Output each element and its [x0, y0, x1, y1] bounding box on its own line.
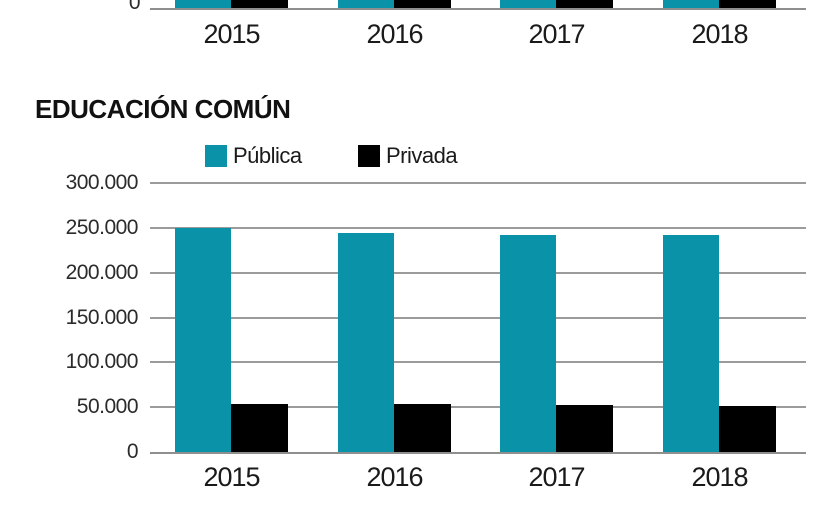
- bar-pública-2018: [663, 235, 719, 452]
- x-tick-label-2015: 2015: [203, 462, 260, 492]
- gridline-150.000: [150, 316, 806, 319]
- y-tick-label: 200.000: [65, 260, 139, 284]
- gridline-300.000: [150, 182, 806, 184]
- chart-legend: Pública Privada: [0, 145, 840, 169]
- y-tick-label: 0: [126, 440, 139, 463]
- y-tick-label: 250.000: [65, 215, 139, 239]
- bar-privada-2015: [231, 404, 288, 452]
- plot-area: [150, 0, 806, 10]
- chart-title: EDUCACIÓN COMÚN: [35, 94, 291, 124]
- bar-privada-2018: [719, 406, 776, 452]
- bar-privada-2015: [231, 0, 288, 8]
- x-tick-label-2016: 2016: [366, 19, 423, 49]
- bar-pública-2015: [175, 0, 231, 8]
- bar-privada-2018: [719, 0, 776, 8]
- gridline-200.000: [150, 271, 806, 274]
- top-chart-cropped: 0 2015 2016 2017 2018: [0, 0, 840, 60]
- x-tick-label-2015: 2015: [203, 19, 260, 49]
- y-tick-label: 100.000: [65, 350, 139, 374]
- bar-pública-2015: [175, 227, 231, 452]
- bar-pública-2017: [500, 235, 556, 452]
- privada-swatch-icon: [358, 145, 380, 167]
- x-tick-label-2018: 2018: [691, 19, 748, 49]
- x-tick-label-2017: 2017: [528, 19, 585, 49]
- publica-swatch-icon: [205, 145, 227, 167]
- bar-pública-2016: [338, 0, 394, 8]
- x-tick-label-2018: 2018: [691, 462, 748, 492]
- y-tick-label: 300.000: [65, 171, 139, 194]
- y-axis-zero-label: 0: [128, 0, 141, 14]
- legend-label-publica: Pública: [233, 143, 302, 168]
- bar-pública-2017: [500, 0, 556, 8]
- y-tick-label: 150.000: [65, 305, 139, 329]
- bar-privada-2016: [394, 404, 451, 452]
- gridline-50.000: [150, 406, 806, 409]
- bar-pública-2016: [338, 233, 394, 452]
- bar-privada-2016: [394, 0, 451, 8]
- bar-pública-2018: [663, 0, 719, 8]
- x-tick-label-2017: 2017: [528, 462, 585, 492]
- x-tick-label-2016: 2016: [366, 462, 423, 492]
- legend-label-privada: Privada: [386, 143, 458, 168]
- gridline-100.000: [150, 361, 806, 364]
- bar-privada-2017: [556, 0, 613, 8]
- plot-area: [150, 182, 806, 454]
- bar-privada-2017: [556, 405, 613, 452]
- y-tick-label: 50.000: [76, 395, 139, 419]
- educacion-comun-chart: EDUCACIÓN COMÚN Pública Privada 300.000 2…: [0, 60, 840, 520]
- gridline-250.000: [150, 226, 806, 229]
